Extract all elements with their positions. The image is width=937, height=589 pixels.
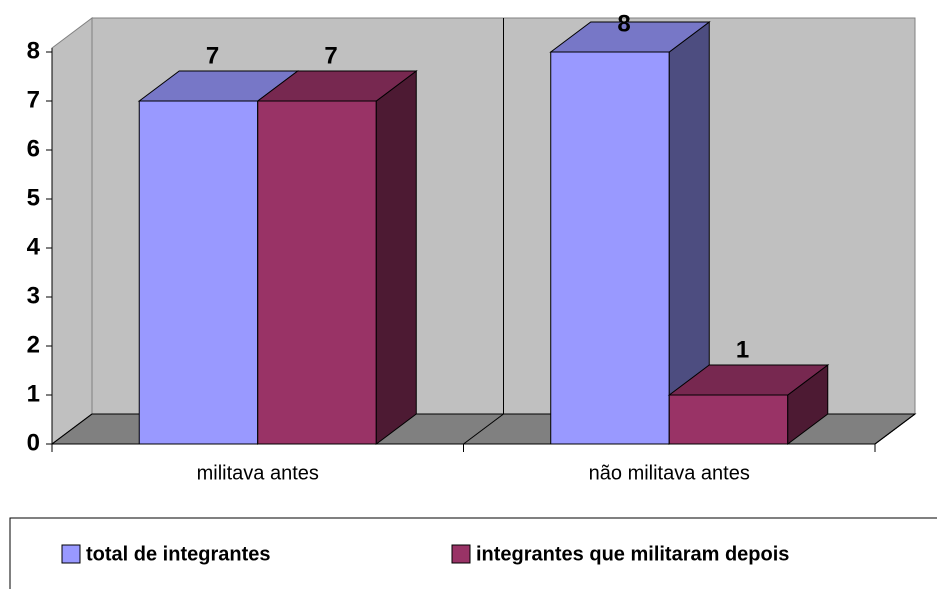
bar — [549, 21, 711, 445]
x-tick-label: não militava antes — [589, 462, 750, 484]
y-tick-label: 3 — [27, 282, 40, 309]
bar-front — [668, 394, 789, 445]
floor-divider — [463, 413, 504, 445]
legend-swatch — [61, 544, 81, 564]
side-wall — [51, 17, 93, 445]
data-label: 7 — [324, 42, 337, 69]
legend-swatch — [451, 544, 471, 564]
y-tick-label: 7 — [27, 86, 40, 113]
legend-label: integrantes que militaram depois — [476, 543, 789, 565]
y-tick-label: 6 — [27, 135, 40, 162]
data-label: 8 — [617, 10, 630, 37]
floor-divider — [874, 413, 916, 445]
y-tick-label: 5 — [27, 184, 40, 211]
y-tick-label: 4 — [27, 233, 41, 260]
legend-box — [9, 517, 937, 589]
bar-top — [256, 70, 418, 102]
bar-top — [667, 364, 830, 396]
x-tick-label: militava antes — [197, 462, 319, 484]
bar — [667, 364, 830, 445]
bar-top — [549, 21, 711, 53]
y-tick-label: 8 — [27, 37, 40, 64]
bar-front — [550, 51, 670, 445]
bar-front — [138, 100, 259, 445]
bar — [256, 70, 418, 445]
y-tick-label: 1 — [27, 380, 40, 407]
legend-label: total de integrantes — [86, 543, 270, 565]
data-label: 1 — [736, 336, 749, 363]
bar-side — [375, 70, 417, 445]
y-tick-label: 0 — [27, 429, 40, 456]
bar-front — [257, 100, 377, 445]
y-tick-label: 2 — [27, 331, 40, 358]
data-label: 7 — [206, 42, 219, 69]
floor-divider — [51, 413, 93, 445]
